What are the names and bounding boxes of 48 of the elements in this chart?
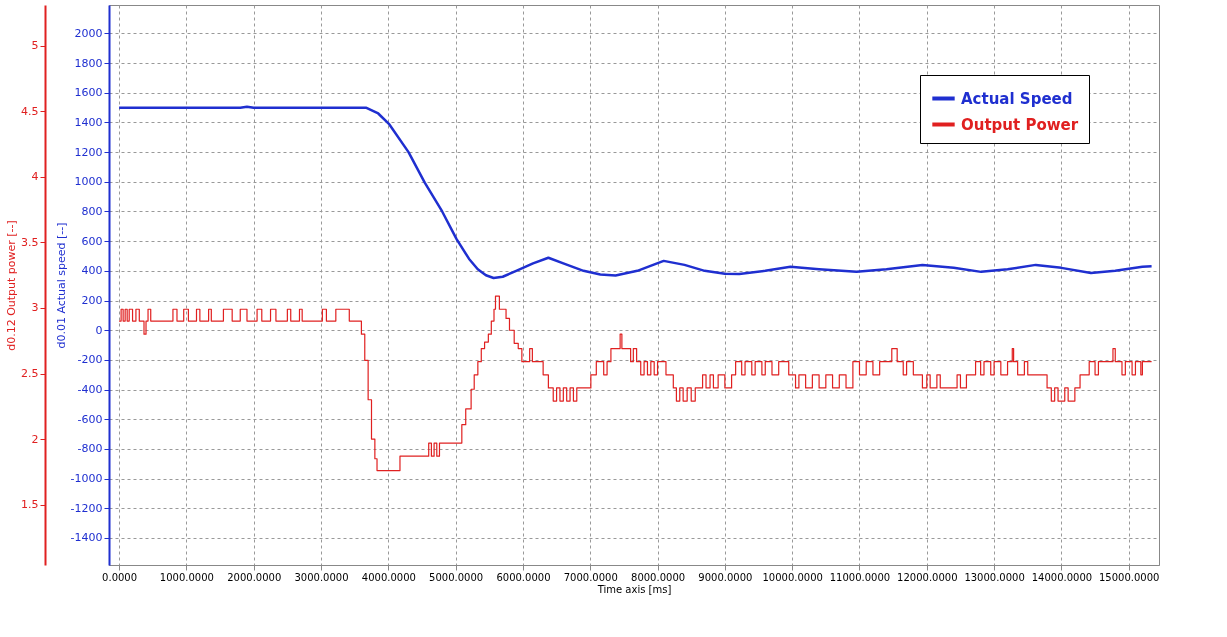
- y-tick-label: 1000: [74, 175, 103, 189]
- x-tick-label: 2000.0000: [227, 571, 282, 583]
- x-tick-label: 0.0000: [102, 571, 138, 583]
- y-tick-label: -200: [77, 353, 103, 367]
- x-tick-label: 9000.0000: [698, 571, 753, 583]
- y2-tick-label: 4.5: [21, 104, 39, 118]
- y-tick-label: 2000: [74, 26, 103, 40]
- x-tick-label: 10000.0000: [762, 571, 823, 583]
- x-tick-label: 1000.0000: [159, 571, 214, 583]
- y-tick-label: -800: [77, 442, 103, 456]
- x-tick-label: 5000.0000: [429, 571, 484, 583]
- y2-tick-label: 5: [31, 39, 39, 53]
- y-tick-label: 600: [81, 234, 103, 248]
- line-series: [117, 105, 1153, 280]
- y-tick-label: -1200: [70, 501, 103, 515]
- x-tick-label: 4000.0000: [361, 571, 416, 583]
- y2-tick-label: 1.5: [21, 498, 39, 512]
- legend-label: Output Power: [961, 115, 1079, 134]
- y-axis-title: d0.01 Actual speed [--]: [54, 222, 68, 349]
- x-tick-label: 7000.0000: [563, 571, 618, 583]
- x-tick-label: 11000.0000: [829, 571, 891, 583]
- y2-tick-label: 3: [31, 301, 39, 315]
- x-tick-label: 13000.0000: [964, 571, 1025, 583]
- x-tick-label: 3000.0000: [294, 571, 349, 583]
- y-tick-label: -1400: [70, 531, 103, 545]
- y-tick-label: 400: [81, 264, 103, 278]
- x-tick-label: 15000.0000: [1098, 571, 1160, 583]
- y-tick-label: 0: [95, 323, 103, 337]
- y-tick-label: 1400: [74, 115, 103, 129]
- y-tick-label: 1600: [74, 86, 103, 100]
- y2-tick-label: 2.5: [21, 367, 39, 381]
- x-tick-label: 14000.0000: [1031, 571, 1093, 583]
- y-tick-label: 800: [81, 204, 103, 218]
- x-tick-label: 8000.0000: [631, 571, 686, 583]
- y2-tick-label: 2: [31, 432, 39, 446]
- x-tick-label: 12000.0000: [897, 571, 958, 583]
- y2-tick-label: 4: [31, 170, 39, 184]
- y-tick-label: 1200: [74, 145, 103, 159]
- y-tick-label: -1000: [70, 472, 103, 486]
- x-axis-title: Time axis [ms]: [596, 583, 672, 595]
- y-tick-label: -400: [77, 383, 103, 397]
- y2-axis-title: d0.12 Output power [--]: [5, 220, 19, 351]
- y-tick-label: 200: [81, 294, 103, 308]
- x-tick-label: 6000.0000: [496, 571, 551, 583]
- legend-label: Actual Speed: [961, 89, 1073, 108]
- y-tick-label: 1800: [74, 56, 103, 70]
- y2-tick-label: 3.5: [21, 235, 39, 249]
- y-tick-label: -600: [77, 412, 103, 426]
